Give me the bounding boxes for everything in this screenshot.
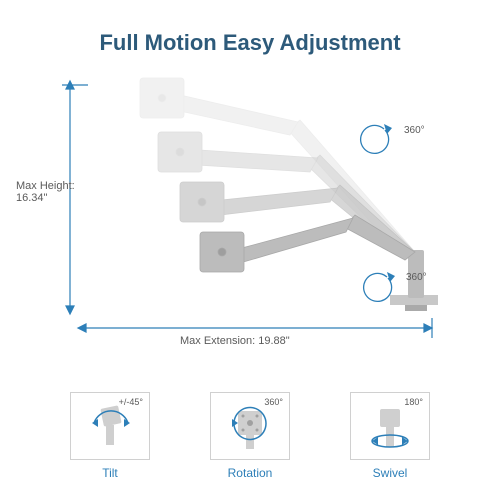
swivel-icon xyxy=(360,401,420,451)
tilt-value: +/-45° xyxy=(119,397,143,407)
arm-diagram-svg xyxy=(40,70,500,360)
rotation-label-bottom: 360° xyxy=(406,272,427,283)
main-diagram xyxy=(40,70,460,350)
swivel-value: 180° xyxy=(404,397,423,407)
rotation-icon xyxy=(220,401,280,451)
rotation-value: 360° xyxy=(264,397,283,407)
rotation-label-top: 360° xyxy=(404,125,425,136)
rotation-title: Rotation xyxy=(195,466,305,480)
swivel-title: Swivel xyxy=(335,466,445,480)
page-title: Full Motion Easy Adjustment xyxy=(0,0,500,56)
tilt-title: Tilt xyxy=(55,466,165,480)
footer-row: +/-45° Tilt 360° xyxy=(0,392,500,480)
footer-swivel: 180° Swivel xyxy=(335,392,445,480)
tilt-icon xyxy=(80,401,140,451)
footer-tilt: +/-45° Tilt xyxy=(55,392,165,480)
height-label: Max Height: 16.34" xyxy=(16,180,88,204)
footer-rotation: 360° Rotation xyxy=(195,392,305,480)
extension-label: Max Extension: 19.88" xyxy=(180,335,290,347)
